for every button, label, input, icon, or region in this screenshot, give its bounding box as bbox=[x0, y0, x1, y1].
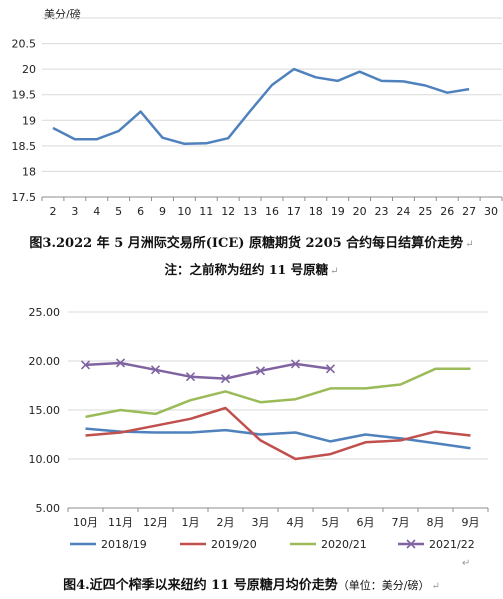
x-tick-label: 5 bbox=[115, 205, 122, 218]
x-marker-stroke bbox=[80, 360, 91, 370]
legend-label: 2021/22 bbox=[429, 538, 475, 551]
y-tick-label: 17.5 bbox=[12, 191, 37, 204]
y-gridlines bbox=[42, 17, 502, 198]
series-line bbox=[85, 406, 471, 461]
series-line bbox=[52, 67, 470, 146]
x-marker bbox=[220, 374, 231, 384]
x-tick-label: 9月 bbox=[462, 516, 480, 529]
x-tick-label: 17 bbox=[287, 205, 301, 218]
figure-4-caption: 图4.近四个榨季以来纽约 11 号原糖月均价走势（单位：美分/磅） ↵ bbox=[0, 574, 503, 593]
y-tick-labels: 5.00 10.00 15.00 20.00 25.00 bbox=[29, 306, 61, 515]
return-mark: ↵ bbox=[465, 239, 474, 250]
x-marker-stroke bbox=[255, 366, 266, 376]
x-tick-label: 30 bbox=[484, 205, 498, 218]
x-tick-label: 9 bbox=[159, 205, 166, 218]
x-marker bbox=[325, 364, 336, 374]
x-tick-label: 2月 bbox=[217, 516, 235, 529]
x-tick-label: 26 bbox=[440, 205, 454, 218]
x-tick-label: 6月 bbox=[357, 516, 375, 529]
series-line bbox=[85, 361, 331, 380]
y-tick-label: 20 bbox=[22, 63, 36, 76]
legend-label: 2018/19 bbox=[101, 538, 147, 551]
x-tick-label: 3 bbox=[71, 205, 78, 218]
x-tick-label: 2 bbox=[49, 205, 56, 218]
x-tick-label: 27 bbox=[462, 205, 476, 218]
return-mark: ↵ bbox=[462, 558, 470, 566]
x-marker-stroke bbox=[185, 372, 196, 382]
figure-4-unit: （单位：美分/磅） bbox=[337, 579, 430, 592]
y-tick-label: 5.00 bbox=[36, 502, 61, 515]
x-marker-stroke bbox=[220, 374, 231, 384]
x-tick-label: 13 bbox=[243, 205, 257, 218]
x-tick-label: 19 bbox=[331, 205, 345, 218]
y-axis-unit-label: 美分/磅 bbox=[44, 7, 81, 21]
figure-3-note-text: 注：之前称为纽约 11 号原糖 bbox=[164, 262, 329, 277]
x-marker-stroke bbox=[290, 359, 301, 369]
legend-marker bbox=[406, 539, 416, 549]
x-tick-labels: 2 3 4 5 6 9 10 11 12 13 16 17 18 19 20 23 24 25 26 27 30 bbox=[41, 197, 503, 218]
x-tick-label: 11 bbox=[199, 205, 213, 218]
x-marker bbox=[150, 365, 161, 375]
series-lines bbox=[52, 67, 470, 146]
x-tick-label: 12月 bbox=[143, 516, 168, 529]
x-tick-label: 12 bbox=[221, 205, 235, 218]
x-tick-label: 16 bbox=[265, 205, 279, 218]
return-mark: ↵ bbox=[431, 581, 440, 592]
series-line bbox=[85, 367, 471, 419]
x-tick-labels: 10月 11月 12月 1月 2月 3月 4月 5月 6月 7月 8月 9月 bbox=[67, 508, 489, 529]
x-marker bbox=[255, 366, 266, 376]
x-tick-label: 4 bbox=[93, 205, 100, 218]
figure-4-title: 图4.近四个榨季以来纽约 11 号原糖月均价走势 bbox=[63, 578, 338, 593]
y-tick-label: 20.00 bbox=[29, 355, 61, 368]
x-marker-stroke bbox=[115, 358, 126, 368]
x-tick-label: 1月 bbox=[182, 516, 200, 529]
x-marker bbox=[115, 358, 126, 368]
x-tick-label: 23 bbox=[375, 205, 389, 218]
x-tick-label: 4月 bbox=[287, 516, 305, 529]
figure-3-caption: 图3.2022 年 5 月洲际交易所(ICE) 原糖期货 2205 合约每日结算… bbox=[0, 232, 503, 251]
x-tick-label: 7月 bbox=[392, 516, 410, 529]
x-tick-label: 25 bbox=[418, 205, 432, 218]
x-marker bbox=[80, 360, 91, 370]
legend-label: 2020/21 bbox=[321, 538, 367, 551]
legend: 2018/19 2019/20 2020/21 2021/22 bbox=[70, 538, 475, 551]
y-tick-label: 10.00 bbox=[29, 453, 61, 466]
x-marker bbox=[185, 372, 196, 382]
y-tick-labels: 17.5 18 18.5 19 19.5 20 20.5 bbox=[12, 38, 37, 204]
x-tick-label: 6 bbox=[137, 205, 144, 218]
x-tick-label: 3月 bbox=[252, 516, 270, 529]
figure-3-title: 图3.2022 年 5 月洲际交易所(ICE) 原糖期货 2205 合约每日结算… bbox=[29, 236, 464, 251]
x-tick-label: 11月 bbox=[108, 516, 133, 529]
x-tick-label: 18 bbox=[309, 205, 323, 218]
x-marker-stroke bbox=[325, 364, 336, 374]
y-tick-label: 19.5 bbox=[12, 89, 37, 102]
x-tick-label: 5月 bbox=[322, 516, 340, 529]
y-tick-label: 18 bbox=[22, 165, 36, 178]
series-lines bbox=[80, 358, 471, 461]
x-tick-label: 10月 bbox=[73, 516, 98, 529]
return-mark: ↵ bbox=[330, 266, 339, 277]
y-tick-label: 15.00 bbox=[29, 404, 61, 417]
figure-3-note: 注：之前称为纽约 11 号原糖 ↵ bbox=[0, 259, 503, 278]
y-tick-label: 19 bbox=[22, 114, 36, 127]
y-tick-label: 25.00 bbox=[29, 306, 61, 319]
x-tick-label: 24 bbox=[396, 205, 410, 218]
y-tick-label: 18.5 bbox=[12, 140, 37, 153]
x-marker bbox=[290, 359, 301, 369]
legend-label: 2019/20 bbox=[211, 538, 257, 551]
x-tick-label: 20 bbox=[353, 205, 367, 218]
x-tick-label: 8月 bbox=[427, 516, 445, 529]
x-tick-label: 10 bbox=[177, 205, 191, 218]
x-marker-stroke bbox=[150, 365, 161, 375]
y-tick-label: 20.5 bbox=[12, 38, 37, 51]
monthly-average-chart: 5.00 10.00 15.00 20.00 25.00 10月 11月 12月 1月 2月 3月… bbox=[29, 306, 489, 566]
